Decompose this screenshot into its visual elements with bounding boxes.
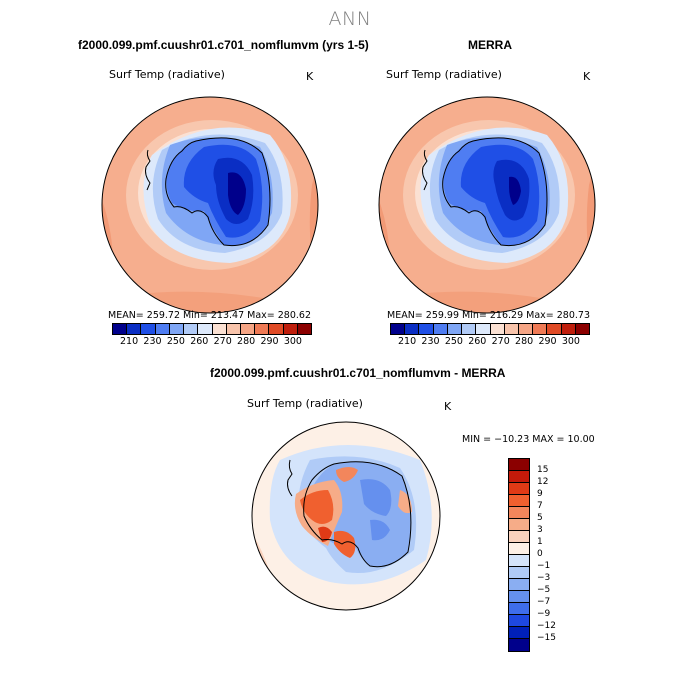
panel2-colorbar-swatch — [533, 324, 548, 334]
panel3-colorbar-swatch — [509, 591, 529, 603]
panel1-colorbar-swatch — [269, 324, 284, 334]
panel3-colorbar-tick-label: −7 — [537, 597, 551, 607]
panel1-colorbar-tick-label: 270 — [213, 336, 232, 347]
panel1-colorbar-swatch — [169, 324, 185, 334]
panel2-colorbar-swatch — [419, 324, 434, 334]
panel2-colorbar-swatch — [462, 324, 477, 334]
panel3-colorbar-tick-label: 0 — [537, 549, 543, 559]
panel2-colorbar-tick-label: 250 — [444, 336, 463, 347]
panel2-colorbar-tick-label: 230 — [421, 336, 440, 347]
panel1-stats: MEAN= 259.72 Min= 213.47 Max= 280.62 — [108, 310, 312, 321]
panel3-colorbar-swatch — [509, 615, 529, 627]
panel1-colorbar-swatch — [141, 324, 156, 334]
panel3-map — [251, 421, 441, 611]
panel2-colorbar-swatch — [433, 324, 448, 334]
panel1-colorbar-tick-label: 230 — [143, 336, 162, 347]
panel2-colorbar-tick-label: 290 — [538, 336, 557, 347]
panel3-colorbar-tick-label: 5 — [537, 513, 543, 523]
panel1-colorbar-swatch — [127, 324, 142, 334]
panel1-colorbar-tick-label: 210 — [120, 336, 139, 347]
panel2-colorbar-swatch — [391, 324, 406, 334]
panel3-colorbar-tick-label: −12 — [537, 621, 556, 631]
panel2-colorbar-swatch — [476, 324, 491, 334]
panel3-colorbar-tick-label: 15 — [537, 465, 549, 475]
panel1-colorbar — [112, 323, 312, 335]
panel1-var-label: Surf Temp (radiative) — [109, 68, 225, 81]
panel3-colorbar-tick-label: −5 — [537, 585, 551, 595]
panel3-var-label: Surf Temp (radiative) — [247, 397, 363, 410]
panel3-colorbar-swatch — [509, 507, 529, 519]
panel3-colorbar-swatch — [509, 579, 529, 591]
panel1-colorbar-swatch — [297, 324, 312, 334]
panel2-colorbar-tick-label: 260 — [468, 336, 487, 347]
panel3-colorbar-swatch — [509, 495, 529, 507]
panel1-colorbar-ticks: 210 230 250 260 270 280 290 300 — [112, 336, 310, 347]
panel1-colorbar-swatch — [155, 324, 170, 334]
panel3-colorbar — [508, 458, 530, 652]
panel3-stats: MIN = −10.23 MAX = 10.00 — [462, 434, 595, 445]
panel1-colorbar-swatch — [184, 324, 199, 334]
panel3-colorbar-swatch — [509, 567, 529, 579]
panel3-colorbar-tick-label: 1 — [537, 537, 543, 547]
panel1-colorbar-tick-label: 290 — [260, 336, 279, 347]
panel2-colorbar-swatch — [504, 324, 519, 334]
panel2-colorbar-swatch — [490, 324, 505, 334]
panel2-colorbar-tick-label: 300 — [561, 336, 580, 347]
panel2-colorbar — [390, 323, 590, 335]
panel3-colorbar-tick-label: −9 — [537, 609, 551, 619]
panel3-colorbar-tick-label: 3 — [537, 525, 543, 535]
panel1-colorbar-swatch — [283, 324, 298, 334]
panel3-colorbar-swatch — [509, 603, 529, 615]
panel3-colorbar-swatch — [509, 555, 529, 567]
panel2-colorbar-tick-label: 210 — [398, 336, 417, 347]
panel1-colorbar-swatch — [240, 324, 256, 334]
panel3-colorbar-swatch — [509, 519, 529, 531]
panel2-units: K — [583, 70, 591, 83]
panel3-units: K — [444, 400, 452, 413]
panel2-colorbar-swatch — [547, 324, 562, 334]
panel3-colorbar-swatch — [509, 483, 529, 495]
panel1-colorbar-swatch — [212, 324, 227, 334]
panel1-units: K — [306, 70, 314, 83]
panel3-colorbar-swatch — [509, 543, 529, 555]
panel1-colorbar-swatch — [226, 324, 241, 334]
panel1-colorbar-swatch — [255, 324, 270, 334]
panel1-colorbar-tick-label: 250 — [166, 336, 185, 347]
panel2-title: MERRA — [468, 38, 512, 52]
panel3-colorbar-swatch — [509, 471, 529, 483]
panel2-colorbar-tick-label: 270 — [491, 336, 510, 347]
panel3-colorbar-tick-label: 9 — [537, 489, 543, 499]
panel2-stats: MEAN= 259.99 Min= 216.29 Max= 280.73 — [387, 310, 591, 321]
panel1-title: f2000.099.pmf.cuushr01.c701_nomflumvm (y… — [78, 38, 369, 52]
panel3-colorbar-swatch — [509, 627, 529, 639]
panel2-colorbar-swatch — [518, 324, 534, 334]
panel2-colorbar-swatch — [447, 324, 463, 334]
panel3-colorbar-tick-label: 7 — [537, 501, 543, 511]
panel2-map — [378, 96, 596, 314]
panel3-title: f2000.099.pmf.cuushr01.c701_nomflumvm - … — [210, 366, 506, 380]
figure-title: ANN — [328, 8, 372, 30]
panel1-map — [101, 96, 319, 314]
panel2-colorbar-tick-label: 280 — [515, 336, 534, 347]
panel2-colorbar-swatch — [405, 324, 420, 334]
panel1-colorbar-tick-label: 280 — [237, 336, 256, 347]
panel3-colorbar-tick-label: −1 — [537, 561, 551, 571]
panel2-colorbar-swatch — [575, 324, 590, 334]
panel1-colorbar-tick-label: 260 — [190, 336, 209, 347]
panel2-var-label: Surf Temp (radiative) — [386, 68, 502, 81]
panel1-colorbar-swatch — [113, 324, 128, 334]
panel2-colorbar-ticks: 210 230 250 260 270 280 290 300 — [390, 336, 588, 347]
panel2-colorbar-swatch — [561, 324, 576, 334]
panel3-colorbar-ticks: 15 12 9 7 5 3 1 0 −1 −3 −5 −7 −9 −12 −15 — [537, 458, 556, 644]
panel3-colorbar-swatch — [509, 639, 529, 651]
panel1-colorbar-swatch — [198, 324, 213, 334]
panel3-colorbar-swatch — [509, 459, 529, 471]
panel3-colorbar-swatch — [509, 531, 529, 543]
panel3-colorbar-tick-label: 12 — [537, 477, 549, 487]
panel3-colorbar-tick-label: −3 — [537, 573, 551, 583]
panel3-colorbar-tick-label: −15 — [537, 633, 556, 643]
panel1-colorbar-tick-label: 300 — [283, 336, 302, 347]
